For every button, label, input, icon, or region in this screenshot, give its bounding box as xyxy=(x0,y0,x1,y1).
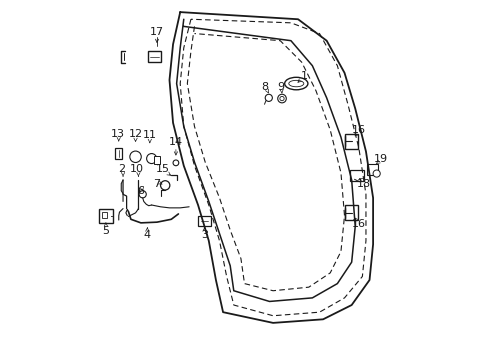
Bar xyxy=(148,51,161,63)
Circle shape xyxy=(139,191,146,198)
Text: 15: 15 xyxy=(156,164,170,174)
Ellipse shape xyxy=(284,77,307,90)
Circle shape xyxy=(173,160,179,166)
Circle shape xyxy=(277,94,285,103)
Text: 2: 2 xyxy=(118,164,124,174)
Circle shape xyxy=(160,181,169,190)
Bar xyxy=(344,134,358,149)
Bar xyxy=(153,157,160,164)
Bar xyxy=(366,164,377,175)
Text: 8: 8 xyxy=(261,82,267,92)
Ellipse shape xyxy=(288,80,303,87)
Bar xyxy=(115,148,122,158)
Text: 12: 12 xyxy=(128,129,142,139)
Text: 16: 16 xyxy=(351,219,365,229)
Circle shape xyxy=(146,154,156,163)
Text: 19: 19 xyxy=(373,154,387,164)
Text: 11: 11 xyxy=(142,130,157,140)
Circle shape xyxy=(279,96,284,101)
Text: 4: 4 xyxy=(143,230,151,240)
Circle shape xyxy=(372,170,380,177)
Text: 6: 6 xyxy=(137,186,144,196)
Text: 13: 13 xyxy=(110,129,124,139)
Circle shape xyxy=(264,94,272,102)
Text: 17: 17 xyxy=(150,27,163,37)
Text: 3: 3 xyxy=(201,230,207,240)
Bar xyxy=(344,205,358,220)
Bar xyxy=(349,170,364,181)
Text: 1: 1 xyxy=(301,71,307,81)
Text: 5: 5 xyxy=(102,226,109,236)
Bar xyxy=(99,209,113,222)
Text: 16: 16 xyxy=(351,125,365,135)
Circle shape xyxy=(130,151,141,162)
Text: 14: 14 xyxy=(168,138,183,148)
Text: 10: 10 xyxy=(129,164,143,174)
Text: 7: 7 xyxy=(152,179,160,189)
Text: 9: 9 xyxy=(277,82,284,92)
Bar xyxy=(102,212,107,217)
Text: 18: 18 xyxy=(356,179,370,189)
Bar xyxy=(198,216,210,226)
